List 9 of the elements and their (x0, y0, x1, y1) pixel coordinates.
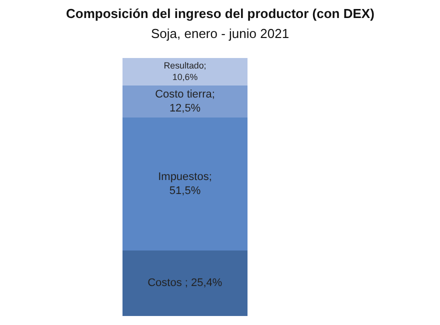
bar (122, 85, 248, 118)
data-label: Resultado; 10,6% (164, 60, 206, 82)
bar (122, 250, 248, 316)
data-label: Impuestos; 51,5% (158, 170, 212, 198)
bar (122, 58, 248, 86)
data-label: Costo tierra; 12,5% (155, 88, 215, 115)
chart-subtitle: Soja, enero - junio 2021 (151, 26, 290, 41)
data-label: Costos ; 25,4% (148, 277, 222, 290)
chart-title: Composición del ingreso del productor (con DEX) (66, 6, 374, 21)
